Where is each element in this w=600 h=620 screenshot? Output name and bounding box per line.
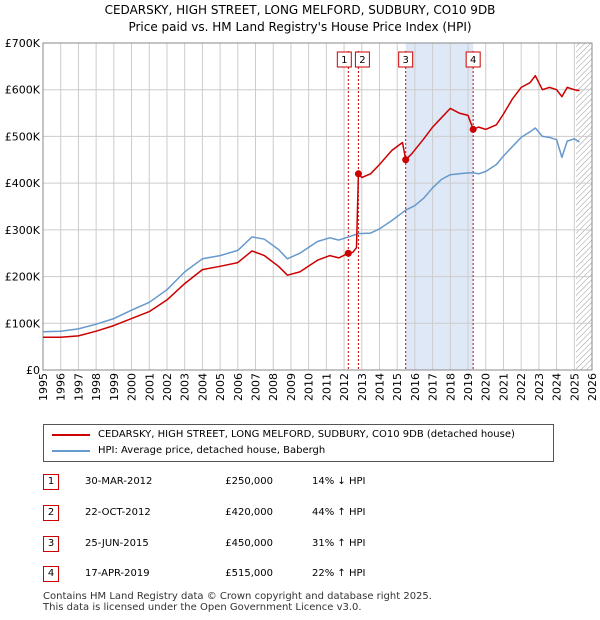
sale-date: 22-OCT-2012 (85, 507, 151, 518)
sale-hpi-diff: 14% ↓ HPI (312, 476, 366, 487)
chart-title-subtitle: Price paid vs. HM Land Registry's House … (128, 20, 472, 34)
table-row: 3 25-JUN-2015 £450,000 31% ↑ HPI (0, 536, 600, 552)
sale-point (354, 170, 362, 178)
y-tick-label: £700K (5, 37, 41, 50)
x-tick-label: 2025 (568, 373, 581, 401)
sale-number-label: 2 (359, 55, 365, 66)
footer-licence: This data is licensed under the Open Gov… (43, 602, 362, 613)
sale-point (344, 249, 352, 257)
sale-number-box-border (354, 51, 370, 68)
sale-number-badge: 3 (43, 536, 59, 552)
x-tick-label: 2022 (515, 373, 528, 401)
x-tick-label: 2008 (267, 373, 280, 401)
table-row: 4 17-APR-2019 £515,000 22% ↑ HPI (0, 566, 600, 582)
shaded-period (405, 43, 474, 370)
y-tick-label: £0 (26, 364, 40, 377)
sale-number-badge: 2 (43, 505, 59, 521)
x-tick-label: 2004 (196, 373, 209, 401)
series-line-property (43, 74, 580, 339)
x-tick-label: 2013 (356, 373, 369, 401)
x-tick-label: 2002 (161, 373, 174, 401)
x-tick-label: 2000 (126, 373, 139, 401)
x-tick-label: 2026 (586, 373, 599, 401)
footer-copyright: Contains HM Land Registry data © Crown c… (43, 591, 432, 602)
sale-price: £250,000 (225, 476, 273, 487)
sale-number-box-border (336, 51, 352, 68)
sale-hpi-diff: 22% ↑ HPI (312, 568, 366, 579)
x-tick-label: 1998 (90, 373, 103, 401)
x-tick-label: 1995 (37, 373, 50, 401)
x-tick-label: 2001 (143, 373, 156, 401)
sale-number-badge: 1 (43, 474, 59, 490)
chart-title-address: CEDARSKY, HIGH STREET, LONG MELFORD, SUD… (104, 3, 496, 17)
sale-number-label: 4 (470, 55, 476, 66)
plot-border (42, 42, 593, 371)
y-tick-label: £100K (5, 317, 41, 330)
sale-date: 30-MAR-2012 (85, 476, 153, 487)
sale-hpi-diff: 44% ↑ HPI (312, 507, 366, 518)
legend: CEDARSKY, HIGH STREET, LONG MELFORD, SUD… (43, 424, 554, 462)
sale-number-label: 3 (403, 55, 409, 66)
y-tick-label: £600K (5, 84, 41, 97)
legend-label-property: CEDARSKY, HIGH STREET, LONG MELFORD, SUD… (98, 429, 515, 440)
x-tick-label: 2016 (409, 373, 422, 401)
series-line-hpi (42, 127, 580, 333)
x-tick-label: 2020 (480, 373, 493, 401)
sale-hpi-diff: 31% ↑ HPI (312, 538, 366, 549)
x-tick-label: 2017 (427, 373, 440, 401)
sale-date: 17-APR-2019 (85, 568, 150, 579)
legend-swatch-hpi (52, 450, 90, 452)
y-tick-label: £200K (5, 271, 41, 284)
x-tick-label: 2010 (303, 373, 316, 401)
sale-number-box: 3 (398, 51, 414, 68)
sale-number-box: 4 (465, 51, 481, 68)
sale-point (469, 125, 477, 133)
x-tick-label: 2011 (320, 373, 333, 401)
plot-area (43, 43, 592, 370)
x-tick-label: 2012 (338, 373, 351, 401)
x-tick-label: 2021 (497, 373, 510, 401)
sale-number-box-border (398, 51, 414, 68)
x-tick-label: 2003 (179, 373, 192, 401)
x-tick-label: 1999 (108, 373, 121, 401)
x-tick-label: 2015 (391, 373, 404, 401)
legend-swatch-property (52, 434, 90, 436)
sale-number-badge: 4 (43, 566, 59, 582)
x-tick-label: 2018 (444, 373, 457, 401)
x-tick-label: 2024 (551, 373, 564, 401)
table-row: 2 22-OCT-2012 £420,000 44% ↑ HPI (0, 505, 600, 521)
legend-label-hpi: HPI: Average price, detached house, Babe… (98, 445, 326, 456)
sale-point (402, 156, 410, 164)
y-tick-label: £400K (5, 177, 41, 190)
price-chart: £0 £100K £200K £300K £400K £500K £600K £700K 199… (5, 37, 599, 401)
sale-number-box: 1 (336, 51, 352, 68)
x-tick-label: 2005 (214, 373, 227, 401)
x-tick-label: 1997 (72, 373, 85, 401)
sale-number-box: 2 (354, 51, 370, 68)
sale-price: £450,000 (225, 538, 273, 549)
table-row: 1 30-MAR-2012 £250,000 14% ↓ HPI (0, 474, 600, 490)
y-tick-label: £300K (5, 224, 41, 237)
y-tick-label: £500K (5, 130, 41, 143)
x-tick-label: 2023 (533, 373, 546, 401)
x-tick-label: 2019 (462, 373, 475, 401)
sale-date: 25-JUN-2015 (85, 538, 149, 549)
sale-number-box-border (465, 51, 481, 68)
x-tick-label: 2014 (373, 373, 386, 401)
sale-price: £420,000 (225, 507, 273, 518)
sale-price: £515,000 (225, 568, 273, 579)
hatched-projection (576, 43, 592, 370)
x-tick-label: 2007 (250, 373, 263, 401)
x-tick-label: 2009 (285, 373, 298, 401)
footer-attribution: Contains HM Land Registry data © Crown c… (43, 591, 432, 613)
x-tick-label: 1996 (55, 373, 68, 401)
x-tick-label: 2006 (232, 373, 245, 401)
sale-number-label: 1 (341, 55, 347, 66)
